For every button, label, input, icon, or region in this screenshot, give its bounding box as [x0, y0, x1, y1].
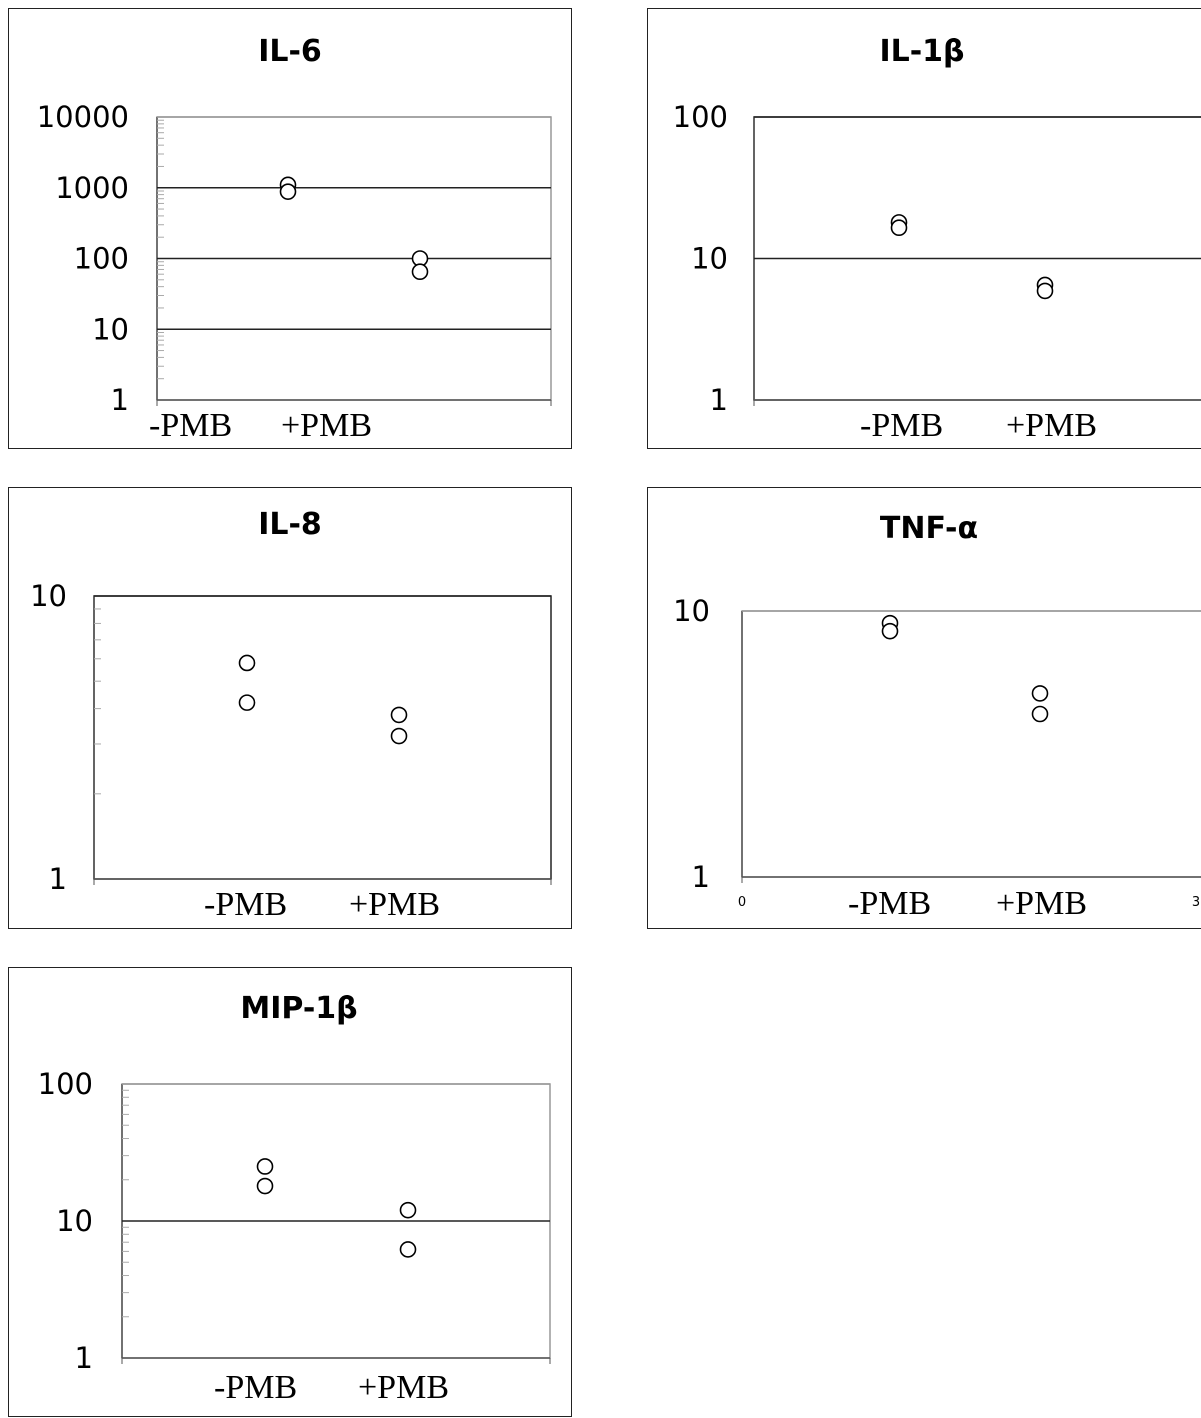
category-label-il6: -PMB [149, 407, 232, 444]
category-label-il8: +PMB [349, 886, 440, 923]
y-tick-label-il8: 10 [30, 579, 67, 613]
chart-title-tnfa: TNF-α [880, 511, 978, 546]
y-tick-label-il6: 10000 [37, 100, 129, 134]
y-tick-label-il6: 1000 [55, 171, 129, 205]
category-label-tnfa: +PMB [996, 885, 1087, 922]
plot-area-il8 [93, 595, 552, 880]
y-tick-label-il6: 100 [74, 242, 129, 276]
y-tick-label-il1b: 100 [673, 100, 728, 134]
data-point-il1b [890, 219, 908, 237]
category-label-mip1b: -PMB [214, 1369, 297, 1406]
chart-panel-il6: IL-6 1 10 100 1000 10000 -PMB +PMB [8, 8, 572, 449]
plot-area-tnfa [741, 610, 1201, 878]
chart-panel-mip1b: MIP-1β 1 10 100 -PMB +PMB [8, 967, 572, 1417]
chart-panel-il8: IL-8 1 10 -PMB +PMB [8, 487, 572, 929]
y-tick-label-tnfa: 10 [673, 594, 710, 628]
data-point-il8 [390, 706, 408, 724]
category-label-tnfa: -PMB [848, 885, 931, 922]
data-point-mip1b [399, 1201, 417, 1219]
category-label-il8: -PMB [204, 886, 287, 923]
category-label-il6: +PMB [281, 407, 372, 444]
data-point-mip1b [256, 1158, 274, 1175]
y-tick-label-mip1b: 1 [75, 1341, 93, 1375]
y-tick-label-il1b: 10 [691, 242, 728, 276]
data-point-tnfa [1031, 685, 1049, 702]
chart-svg-il8: IL-8 1 10 -PMB +PMB [30, 507, 552, 923]
y-tick-label-il1b: 1 [710, 383, 728, 417]
category-label-il1b: -PMB [860, 407, 943, 444]
y-tick-label-tnfa: 1 [692, 860, 710, 894]
chart-svg-il6: IL-6 1 10 100 1000 10000 -PMB +PMB [37, 34, 552, 444]
y-tick-label-mip1b: 100 [38, 1067, 93, 1101]
x-tick-label-tnfa: 0 [738, 895, 746, 910]
chart-title-il1b: IL-1β [879, 34, 964, 69]
chart-panel-tnfa: TNF-α 1 10 0 3 -PMB +PMB [647, 487, 1201, 929]
chart-title-il8: IL-8 [258, 507, 322, 542]
x-tick-label-tnfa: 3 [1192, 895, 1200, 910]
chart-svg-mip1b: MIP-1β 1 10 100 -PMB +PMB [38, 991, 551, 1406]
data-point-mip1b [256, 1177, 274, 1195]
data-point-il8 [238, 694, 256, 711]
y-tick-label-mip1b: 10 [56, 1204, 93, 1238]
chart-title-il6: IL-6 [258, 34, 322, 69]
data-point-mip1b [399, 1241, 417, 1258]
data-point-il8 [238, 654, 256, 672]
data-point-il8 [390, 727, 408, 745]
chart-title-mip1b: MIP-1β [240, 991, 357, 1026]
data-point-il6 [279, 183, 297, 200]
y-tick-label-il6: 10 [92, 312, 129, 346]
y-tick-label-il6: 1 [111, 383, 129, 417]
data-point-tnfa [1031, 705, 1049, 723]
chart-svg-il1b: IL-1β 1 10 100 -PMB +PMB [673, 34, 1201, 444]
category-label-mip1b: +PMB [358, 1369, 449, 1406]
y-tick-label-il8: 1 [49, 862, 67, 896]
data-point-il6 [411, 263, 429, 281]
chart-svg-tnfa: TNF-α 1 10 0 3 -PMB +PMB [673, 511, 1201, 922]
category-label-il1b: +PMB [1006, 407, 1097, 444]
data-point-tnfa [881, 622, 899, 640]
data-point-il1b [1036, 282, 1054, 300]
chart-panel-il1b: IL-1β 1 10 100 -PMB +PMB [647, 8, 1201, 449]
